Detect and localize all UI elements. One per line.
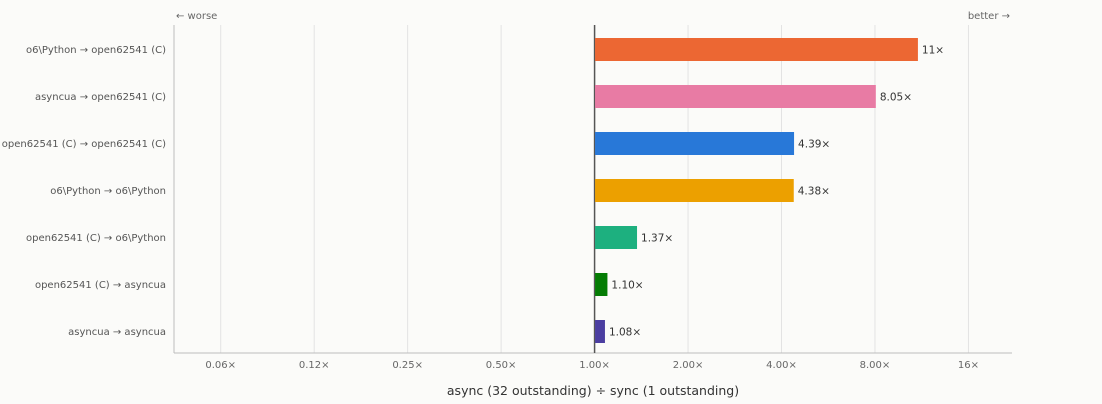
category-label: open62541 (C) → asyncua <box>35 280 166 291</box>
category-label: asyncua → asyncua <box>68 327 166 338</box>
value-label: 4.38× <box>798 186 830 198</box>
value-label: 8.05× <box>880 92 912 104</box>
x-tick-label: 0.12× <box>299 360 330 371</box>
value-label: 1.37× <box>641 233 673 245</box>
value-label: 1.08× <box>609 327 641 339</box>
x-tick-label: 0.50× <box>486 360 517 371</box>
bar <box>595 132 795 155</box>
better-direction-label: better → <box>968 11 1010 22</box>
category-label: asyncua → open62541 (C) <box>35 92 166 103</box>
x-tick-label: 8.00× <box>860 360 891 371</box>
value-label: 1.10× <box>611 280 643 292</box>
x-tick-label: 0.06× <box>205 360 236 371</box>
category-label: o6\Python → open62541 (C) <box>26 45 166 56</box>
x-tick-label: 0.25× <box>392 360 423 371</box>
category-label: open62541 (C) → open62541 (C) <box>2 139 166 150</box>
category-label: o6\Python → o6\Python <box>50 186 166 197</box>
bar <box>595 273 608 296</box>
bar <box>595 179 794 202</box>
bar <box>595 85 876 108</box>
x-axis-title: async (32 outstanding) ÷ sync (1 outstan… <box>447 383 739 398</box>
x-tick-label: 1.00× <box>579 360 610 371</box>
bars <box>595 38 918 343</box>
x-tick-label: 16× <box>958 360 979 371</box>
bar <box>595 38 918 61</box>
worse-direction-label: ← worse <box>176 11 217 22</box>
bar <box>595 226 638 249</box>
value-label: 4.39× <box>798 139 830 151</box>
category-label: open62541 (C) → o6\Python <box>26 233 166 244</box>
bar <box>595 320 605 343</box>
labels: 0.06× 0.12× 0.25× 0.50× 1.00× 2.00× 4.00× 8.00×… <box>2 45 979 372</box>
x-tick-label: 2.00× <box>673 360 704 371</box>
axes <box>173 25 1012 354</box>
x-tick-label: 4.00× <box>766 360 797 371</box>
value-label: 11× <box>922 45 944 57</box>
